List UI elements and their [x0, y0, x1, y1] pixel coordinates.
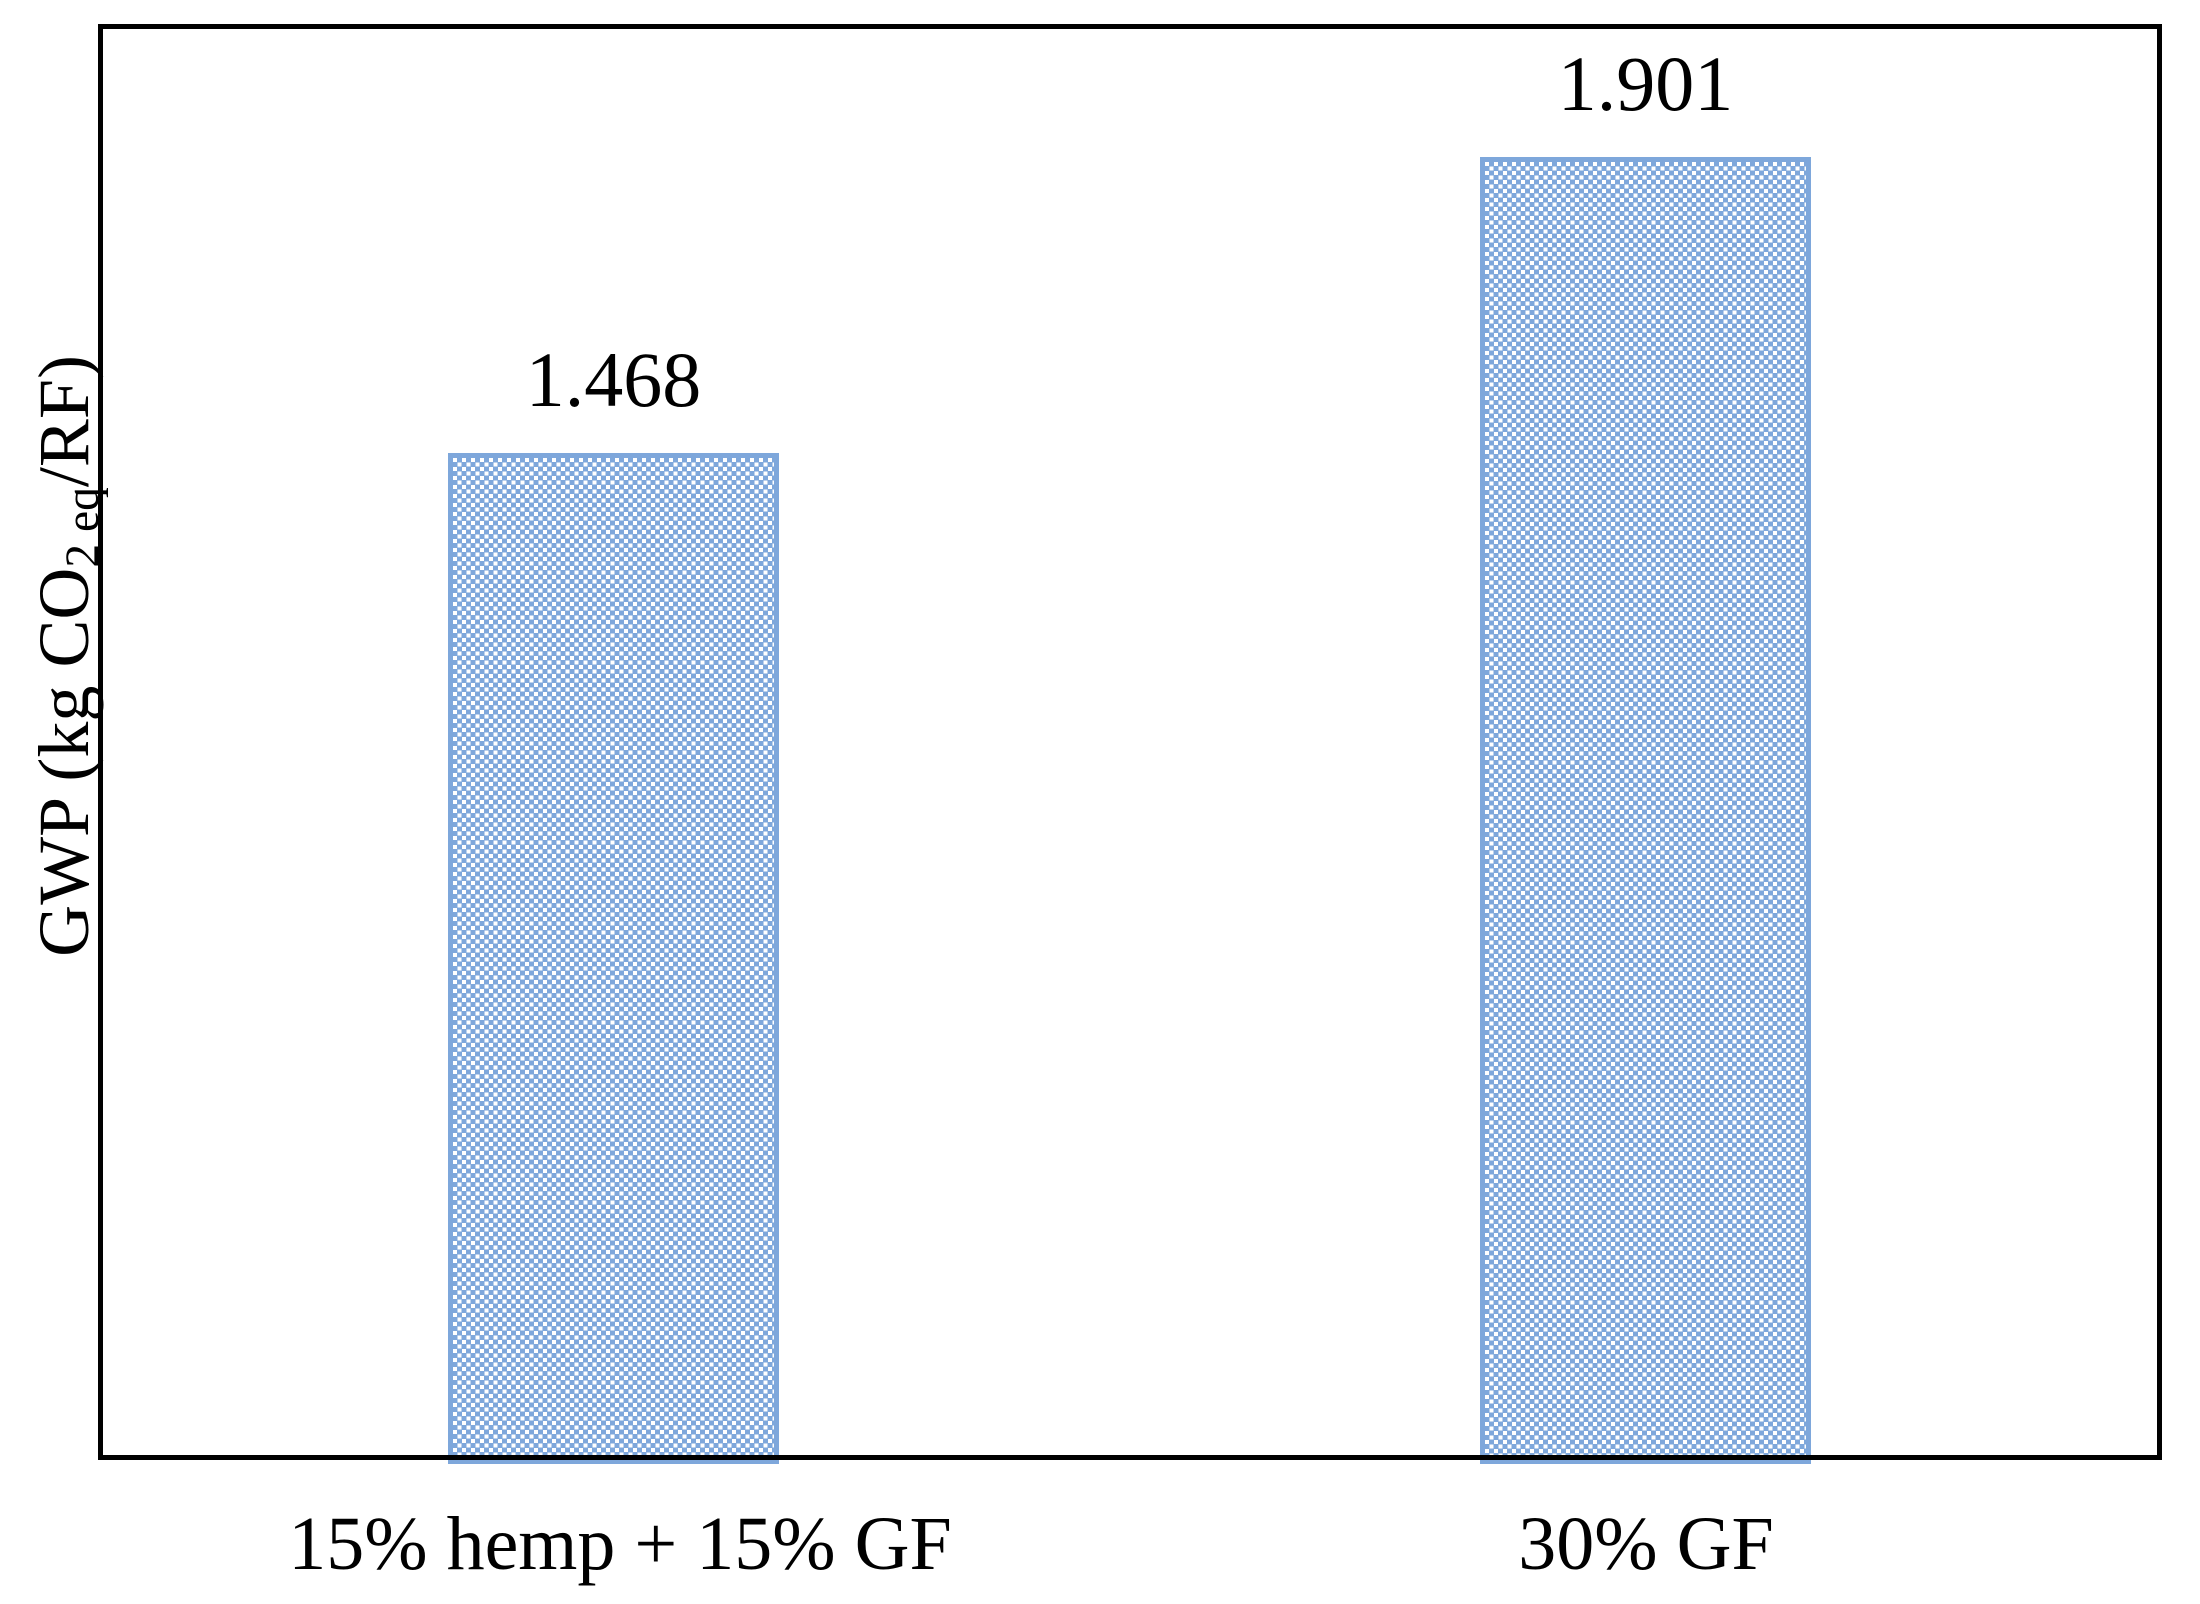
category-label-15-hemp-15-gf: 15% hemp + 15% GF [288, 1502, 952, 1586]
category-label-30-gf: 30% GF [1518, 1502, 1774, 1586]
bar-15-hemp-15-gf [448, 453, 779, 1464]
plot-area: 1.468 1.901 [98, 24, 2162, 1464]
bar-fill-pattern [1485, 161, 1806, 1459]
value-label-15-hemp-15-gf: 1.468 [525, 336, 702, 424]
value-label-30-gf: 1.901 [1557, 39, 1734, 127]
y-axis-title: GWP (kg CO2 eq/RF) [24, 355, 109, 957]
bar-fill-pattern [453, 458, 774, 1459]
y-axis-title-text: GWP (kg CO [24, 567, 104, 957]
bar-group-30-gf: 1.901 [1480, 24, 1811, 1464]
bar-group-15-hemp-15-gf: 1.468 [448, 24, 779, 1464]
bar-30-gf [1480, 156, 1811, 1464]
y-axis-title-unit: /RF) [24, 355, 104, 488]
